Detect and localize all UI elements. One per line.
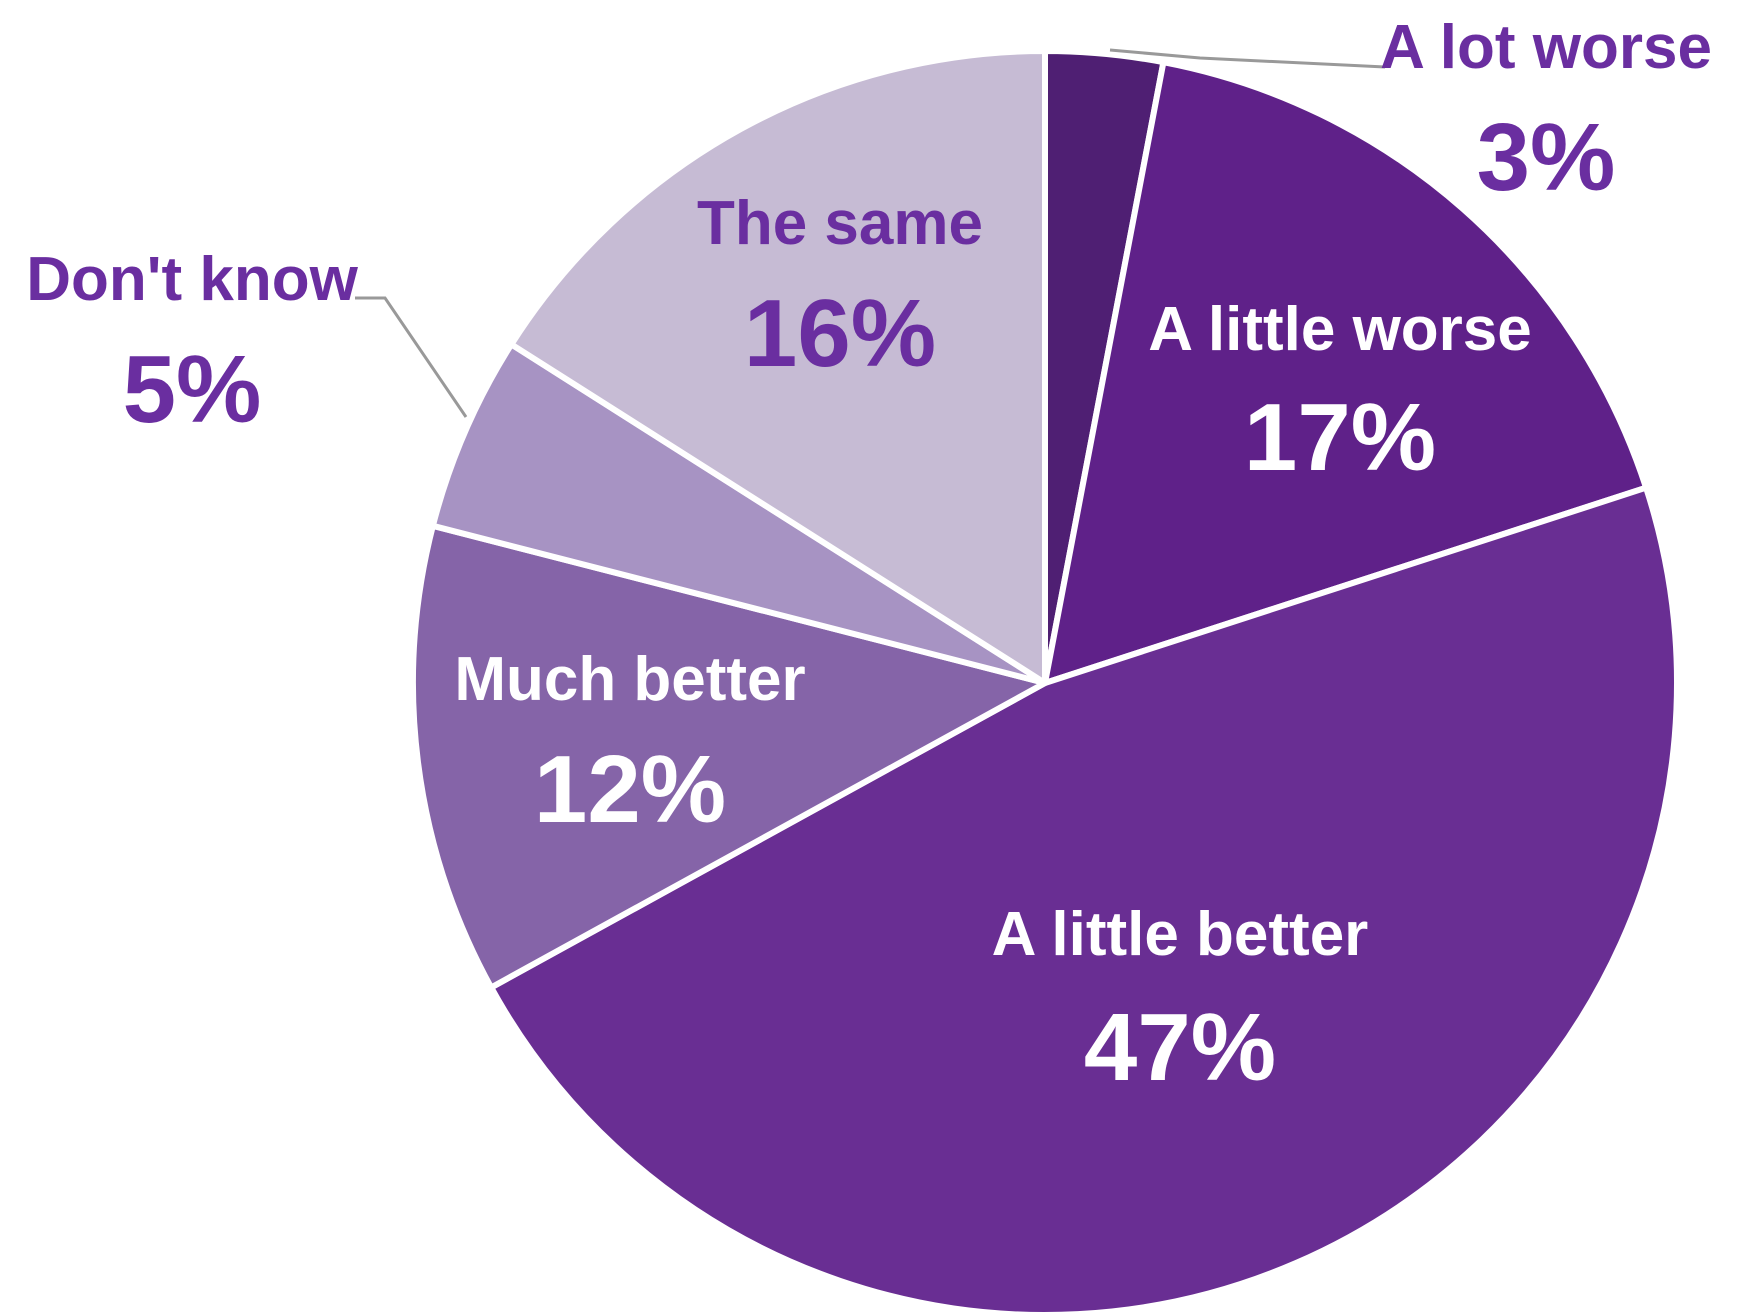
pie-slice-a-little-better xyxy=(488,484,1680,1313)
slice-value-label: 12% xyxy=(534,736,726,843)
slice-label: Much better xyxy=(454,645,805,714)
pie-slice-the-same xyxy=(508,48,1048,686)
slice-value-label: 3% xyxy=(1477,104,1616,211)
slice-label: A lot worse xyxy=(1380,13,1712,82)
slice-label: The same xyxy=(697,189,983,258)
slice-value-label: 16% xyxy=(744,280,936,387)
pie-slice-don-t-know xyxy=(429,341,1048,686)
pie-slice-a-little-worse xyxy=(1042,59,1650,686)
slice-value-label: 5% xyxy=(123,336,262,443)
leader-lines xyxy=(355,48,1386,418)
slice-value-label: 47% xyxy=(1084,994,1276,1101)
pie-slice-much-better xyxy=(410,522,1048,991)
leader-line xyxy=(355,296,468,418)
leader-line xyxy=(1109,48,1386,69)
pie-slices xyxy=(410,48,1680,1313)
slice-labels: A lot worse 3% A little worse 17% A little b… xyxy=(26,13,1712,1101)
slice-label: A little worse xyxy=(1148,295,1532,364)
slice-label: A little better xyxy=(992,900,1369,969)
slice-value-label: 17% xyxy=(1244,384,1436,491)
slice-label: Don't know xyxy=(26,245,358,314)
